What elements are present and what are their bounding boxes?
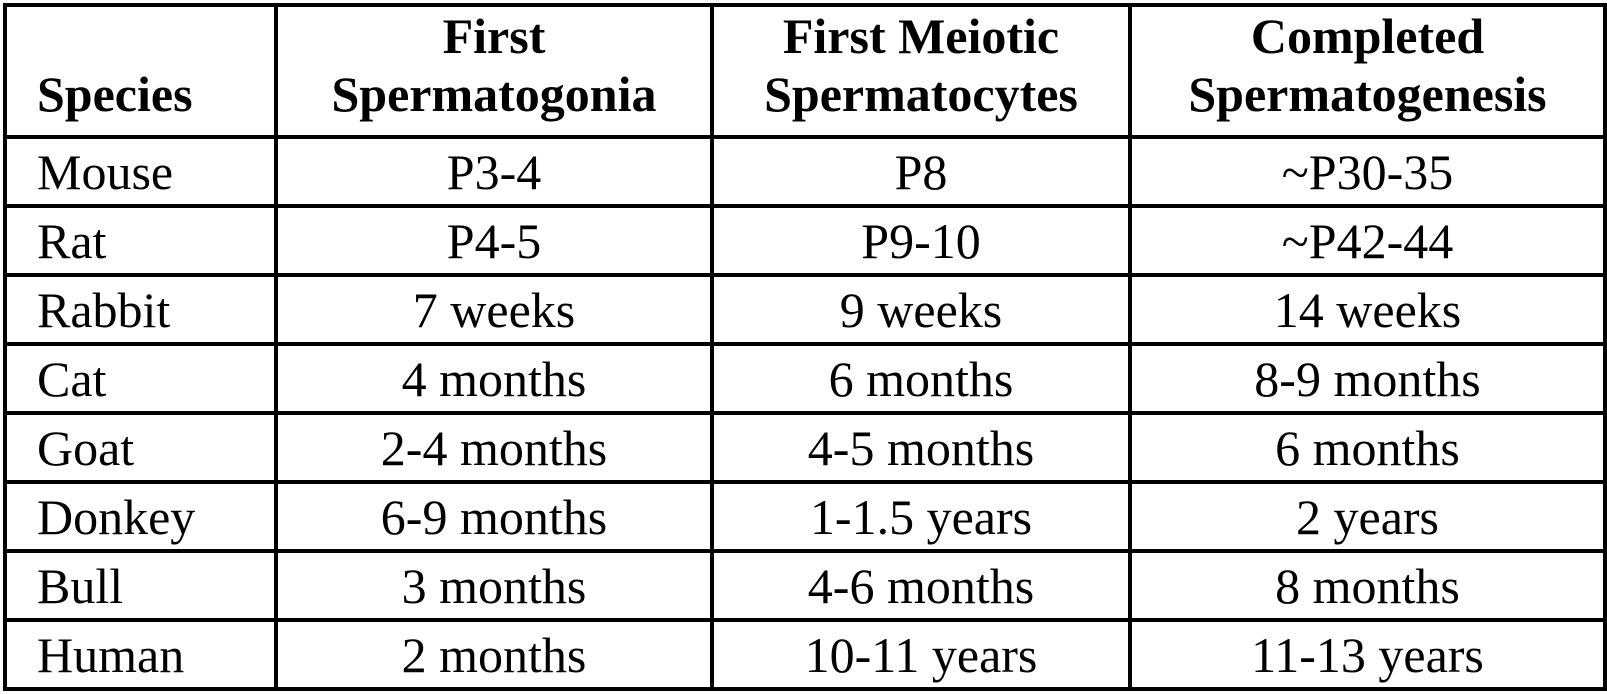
completed-spermatogenesis-cell: 6 months bbox=[1128, 411, 1607, 484]
first-meiotic-spermatocytes-cell: 1-1.5 years bbox=[710, 480, 1132, 553]
completed-spermatogenesis-cell: 8-9 months bbox=[1128, 342, 1607, 415]
completed-spermatogenesis-cell: ~P42-44 bbox=[1128, 204, 1607, 277]
first-spermatogonia-cell: 2 months bbox=[274, 618, 714, 691]
header-completed-spermatogenesis-line-1: Completed bbox=[1250, 8, 1485, 64]
first-spermatogonia-cell: 2-4 months bbox=[274, 411, 714, 484]
header-first-spermatogonia-line-1: First bbox=[442, 8, 546, 64]
table-row: Goat 2-4 months 4-5 months 6 months bbox=[3, 411, 1607, 484]
species-cell: Rabbit bbox=[3, 273, 278, 346]
header-first-meiotic-spermatocytes-line-2: Spermatocytes bbox=[764, 66, 1078, 122]
table-row: Human 2 months 10-11 years 11-13 years bbox=[3, 618, 1607, 691]
completed-spermatogenesis-cell: ~P30-35 bbox=[1128, 135, 1607, 208]
species-cell: Goat bbox=[3, 411, 278, 484]
table-row: Cat 4 months 6 months 8-9 months bbox=[3, 342, 1607, 415]
first-spermatogonia-cell: 4 months bbox=[274, 342, 714, 415]
table-row: Mouse P3-4 P8 ~P30-35 bbox=[3, 135, 1607, 208]
header-first-meiotic-spermatocytes: First Meiotic Spermatocytes bbox=[710, 3, 1132, 139]
species-cell: Cat bbox=[3, 342, 278, 415]
first-meiotic-spermatocytes-cell: 4-5 months bbox=[710, 411, 1132, 484]
first-meiotic-spermatocytes-cell: P9-10 bbox=[710, 204, 1132, 277]
header-first-spermatogonia-line-2: Spermatogonia bbox=[331, 66, 657, 122]
species-cell: Bull bbox=[3, 549, 278, 622]
first-meiotic-spermatocytes-cell: 4-6 months bbox=[710, 549, 1132, 622]
table-header-row: Species First Spermatogonia First Meioti… bbox=[3, 3, 1607, 139]
first-spermatogonia-cell: 3 months bbox=[274, 549, 714, 622]
first-meiotic-spermatocytes-cell: P8 bbox=[710, 135, 1132, 208]
first-spermatogonia-cell: 6-9 months bbox=[274, 480, 714, 553]
species-cell: Donkey bbox=[3, 480, 278, 553]
first-meiotic-spermatocytes-cell: 10-11 years bbox=[710, 618, 1132, 691]
first-meiotic-spermatocytes-cell: 6 months bbox=[710, 342, 1132, 415]
table-row: Donkey 6-9 months 1-1.5 years 2 years bbox=[3, 480, 1607, 553]
first-meiotic-spermatocytes-cell: 9 weeks bbox=[710, 273, 1132, 346]
spermatogenesis-timeline-table: Species First Spermatogonia First Meioti… bbox=[3, 3, 1607, 691]
header-first-spermatogonia: First Spermatogonia bbox=[274, 3, 714, 139]
header-species-line-1: Species bbox=[37, 66, 193, 122]
table-row: Bull 3 months 4-6 months 8 months bbox=[3, 549, 1607, 622]
completed-spermatogenesis-cell: 14 weeks bbox=[1128, 273, 1607, 346]
species-cell: Human bbox=[3, 618, 278, 691]
header-completed-spermatogenesis-line-2: Spermatogenesis bbox=[1188, 66, 1547, 122]
species-cell: Rat bbox=[3, 204, 278, 277]
completed-spermatogenesis-cell: 11-13 years bbox=[1128, 618, 1607, 691]
first-spermatogonia-cell: 7 weeks bbox=[274, 273, 714, 346]
header-completed-spermatogenesis: Completed Spermatogenesis bbox=[1128, 3, 1607, 139]
table-row: Rat P4-5 P9-10 ~P42-44 bbox=[3, 204, 1607, 277]
completed-spermatogenesis-cell: 2 years bbox=[1128, 480, 1607, 553]
header-species: Species bbox=[3, 3, 278, 139]
first-spermatogonia-cell: P4-5 bbox=[274, 204, 714, 277]
header-first-meiotic-spermatocytes-line-1: First Meiotic bbox=[782, 8, 1060, 64]
completed-spermatogenesis-cell: 8 months bbox=[1128, 549, 1607, 622]
first-spermatogonia-cell: P3-4 bbox=[274, 135, 714, 208]
species-cell: Mouse bbox=[3, 135, 278, 208]
table-row: Rabbit 7 weeks 9 weeks 14 weeks bbox=[3, 273, 1607, 346]
